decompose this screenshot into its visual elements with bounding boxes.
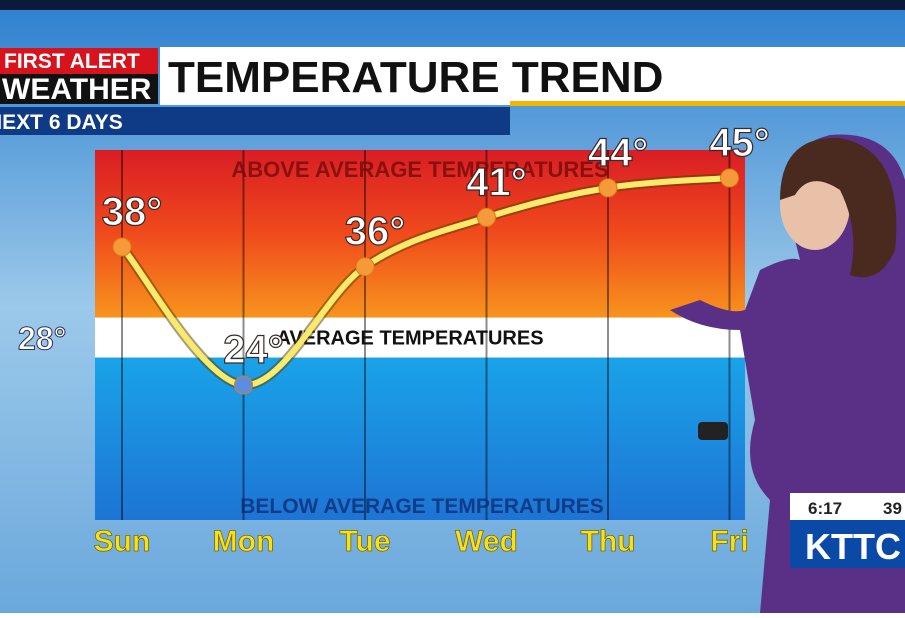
day-label: Mon [213, 525, 275, 558]
bug-time: 6:17 [808, 499, 842, 518]
average-label: AVERAGE TEMPERATURES [276, 328, 543, 350]
bug-temp: 39 [883, 499, 902, 518]
badge-bottom-bg [0, 74, 158, 104]
badge-top: FIRST ALERT [4, 50, 140, 73]
point [720, 168, 739, 188]
day-label: Tue [339, 525, 390, 558]
top-edge [0, 0, 905, 10]
point [355, 257, 375, 277]
value-label: 38° [102, 190, 163, 234]
day-label: Sun [94, 525, 151, 558]
below-label: BELOW AVERAGE TEMPERATURES [240, 495, 604, 518]
below-band [95, 357, 745, 520]
bug-top [790, 493, 905, 520]
value-label: 41° [466, 160, 527, 204]
point [234, 375, 253, 395]
average-value: 28° [18, 321, 66, 357]
bug-bottom [790, 520, 905, 568]
title-accent [510, 101, 905, 106]
value-label: 36° [345, 210, 406, 254]
day-label: Fri [710, 525, 748, 558]
value-label: 44° [588, 131, 649, 175]
title-bar [160, 47, 905, 105]
day-label: Thu [581, 525, 636, 558]
value-label: 45° [709, 121, 770, 165]
point [477, 207, 496, 227]
above-label: ABOVE AVERAGE TEMPERATURES [231, 157, 608, 182]
point [598, 178, 618, 198]
bug-station: KTTC [805, 526, 901, 567]
point [112, 237, 132, 257]
title: TEMPERATURE TREND [168, 53, 663, 102]
plot-area: ABOVE AVERAGE TEMPERATURES AVERAGE TEMPER… [18, 120, 771, 558]
day-label: Wed [455, 525, 518, 558]
subtitle: NEXT 6 DAYS [0, 111, 123, 134]
value-label: 24° [223, 328, 284, 372]
badge-top-bg [0, 48, 158, 74]
badge-bottom: WEATHER [2, 73, 152, 106]
subtitle-bar [0, 107, 510, 135]
